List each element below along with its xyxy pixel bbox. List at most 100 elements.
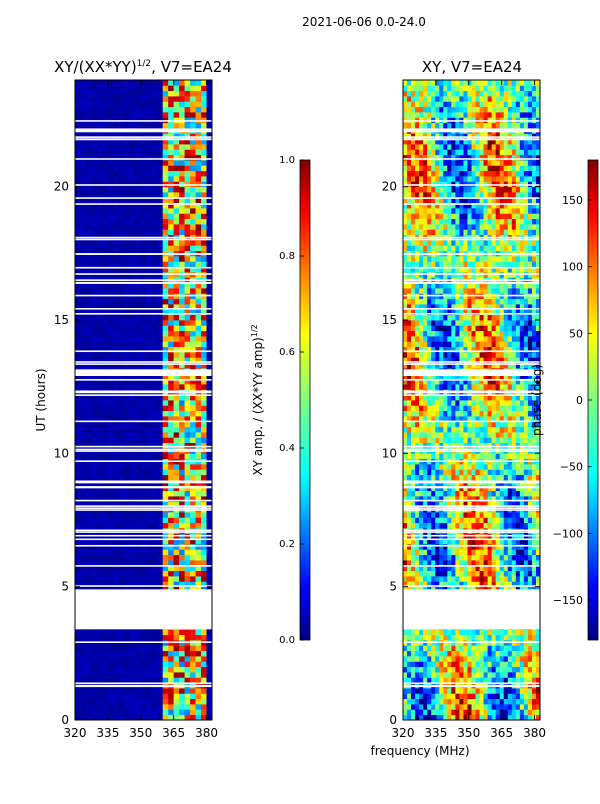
phase-cell [423,635,427,641]
amplitude-cell [185,400,191,406]
amplitude-cell [163,677,169,683]
phase-cell [459,464,463,470]
amplitude-cell [108,261,114,267]
amplitude-cell [179,245,185,251]
amplitude-cell [163,229,169,235]
amplitude-cell [168,96,174,102]
phase-cell [411,693,415,699]
amplitude-cell [97,352,103,358]
amplitude-cell [130,421,136,427]
amplitude-cell [174,576,180,582]
amplitude-cell [80,91,86,97]
phase-cell [476,688,480,694]
phase-cell [455,437,459,443]
phase-cell [403,667,407,673]
phase-cell [532,704,536,710]
amplitude-cell [141,453,147,459]
phase-cell [467,469,471,475]
phase-cell [415,517,419,523]
phase-cell [532,635,536,641]
phase-cell [415,629,419,635]
amplitude-cell [75,133,81,139]
phase-cell [423,549,427,555]
phase-cell [476,464,480,470]
phase-cell [451,672,455,678]
amplitude-cell [113,165,119,171]
amplitude-cell [130,80,136,86]
phase-cell [459,544,463,550]
amplitude-cell [152,667,158,673]
amplitude-cell [80,400,86,406]
amplitude-gap-line [75,535,212,537]
amplitude-cell [163,219,169,225]
phase-cell [520,437,524,443]
phase-cell [411,523,415,529]
amplitude-cell [135,112,141,118]
phase-cell [492,635,496,641]
phase-cell [463,475,467,481]
amplitude-cell [108,704,114,710]
amplitude-cell [75,549,81,555]
phase-cell [435,651,439,657]
amplitude-cell [146,80,152,86]
amplitude-cell [201,491,207,497]
amplitude-cell [119,256,125,262]
phase-cell [500,645,504,651]
amplitude-x-tick-label: 365 [162,726,185,740]
amplitude-cell [201,453,207,459]
amplitude-cell [185,208,191,214]
phase-cell [443,475,447,481]
phase-cell [488,571,492,577]
phase-cell [407,523,411,529]
phase-cell [512,512,516,518]
amplitude-cell [80,315,86,321]
phase-cell [520,667,524,673]
amplitude-cell [168,336,174,342]
phase-cell [419,699,423,705]
phase-cell [435,704,439,710]
amplitude-cell [124,213,130,219]
amplitude-cell [113,475,119,481]
phase-cell [476,629,480,635]
phase-cell [532,667,536,673]
amplitude-cell [174,272,180,278]
amplitude-cell [97,256,103,262]
phase-cell [484,667,488,673]
amplitude-cell [190,101,196,107]
amplitude-cell [168,475,174,481]
amplitude-cell [174,331,180,337]
amplitude-cell [108,80,114,86]
phase-cell [451,693,455,699]
phase-cell [463,699,467,705]
phase-cell [500,517,504,523]
phase-cell [476,555,480,561]
amplitude-cell [80,709,86,715]
phase-cell [455,453,459,459]
phase-cell [423,709,427,715]
amplitude-cell [190,523,196,529]
amplitude-cell [113,219,119,225]
phase-cell [480,709,484,715]
amplitude-cell [135,576,141,582]
phase-cell [472,512,476,518]
phase-cell [484,635,488,641]
amplitude-cell [130,219,136,225]
amplitude-cell [75,405,81,411]
amplitude-cell [86,661,92,667]
amplitude-cell [119,165,125,171]
amplitude-cell [146,560,152,566]
amplitude-cell [113,667,119,673]
amplitude-cell [185,661,191,667]
phase-cell [407,453,411,459]
amplitude-cell [185,688,191,694]
amplitude-cell [146,256,152,262]
amplitude-cell [119,336,125,342]
phase-cell [508,704,512,710]
phase-cell [528,709,532,715]
amplitude-cell [157,699,163,705]
amplitude-cell [185,331,191,337]
amplitude-cell [146,645,152,651]
amplitude-cell [108,576,114,582]
phase-cell [443,555,447,561]
phase-cell [435,437,439,443]
